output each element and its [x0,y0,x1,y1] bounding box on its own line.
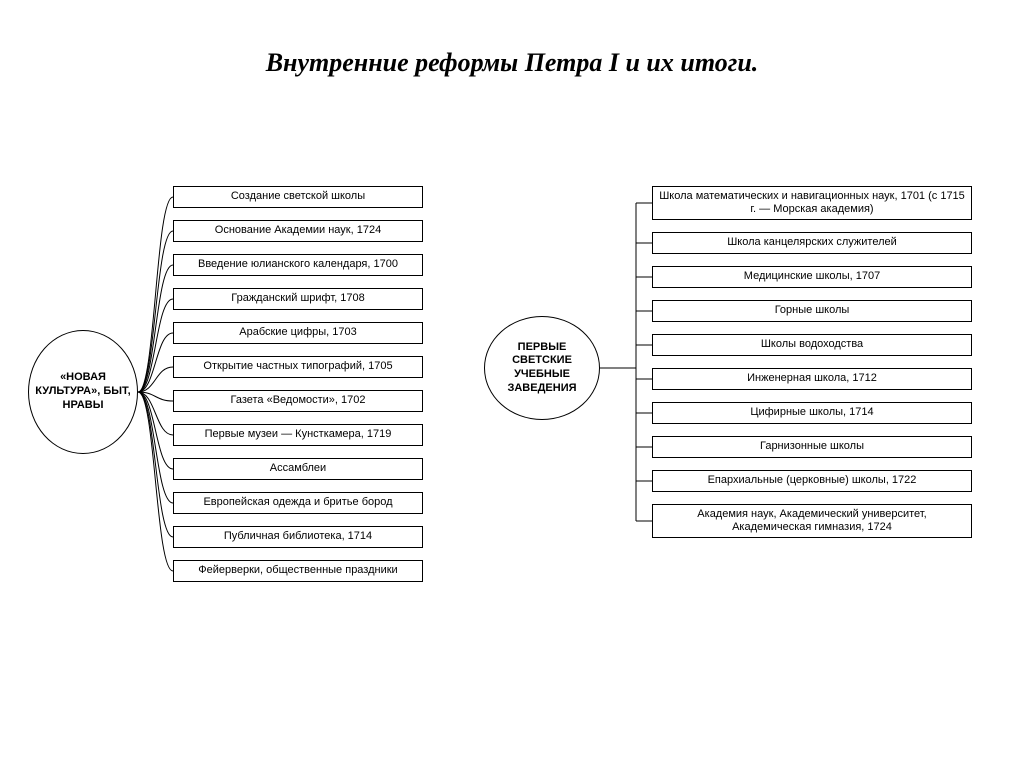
right-item: Медицинские школы, 1707 [652,266,972,288]
right-item: Школы водоходства [652,334,972,356]
left-item: Публичная библиотека, 1714 [173,526,423,548]
left-item: Европейская одежда и бритье бород [173,492,423,514]
left-item: Фейерверки, общественные праздники [173,560,423,582]
left-item: Арабские цифры, 1703 [173,322,423,344]
right-hub-label: ПЕРВЫЕ СВЕТСКИЕ УЧЕБНЫЕ ЗАВЕДЕНИЯ [489,341,595,396]
left-item: Гражданский шрифт, 1708 [173,288,423,310]
right-item: Гарнизонные школы [652,436,972,458]
right-item: Епархиальные (церковные) школы, 1722 [652,470,972,492]
left-item: Первые музеи — Кунсткамера, 1719 [173,424,423,446]
left-item: Основание Академии наук, 1724 [173,220,423,242]
left-item: Введение юлианского календаря, 1700 [173,254,423,276]
left-item: Газета «Ведомости», 1702 [173,390,423,412]
left-hub-ellipse: «НОВАЯ КУЛЬТУРА», БЫТ, НРАВЫ [28,330,138,454]
right-item: Горные школы [652,300,972,322]
left-item: Открытие частных типографий, 1705 [173,356,423,378]
right-item: Цифирные школы, 1714 [652,402,972,424]
page-title: Внутренние реформы Петра I и их итоги. [0,48,1024,78]
right-item: Инженерная школа, 1712 [652,368,972,390]
left-item: Создание светской школы [173,186,423,208]
right-item: Школа математических и навигационных нау… [652,186,972,220]
left-hub-label: «НОВАЯ КУЛЬТУРА», БЫТ, НРАВЫ [33,371,133,412]
right-item: Академия наук, Академический университет… [652,504,972,538]
right-item: Школа канцелярских служителей [652,232,972,254]
right-hub-ellipse: ПЕРВЫЕ СВЕТСКИЕ УЧЕБНЫЕ ЗАВЕДЕНИЯ [484,316,600,420]
left-item: Ассамблеи [173,458,423,480]
